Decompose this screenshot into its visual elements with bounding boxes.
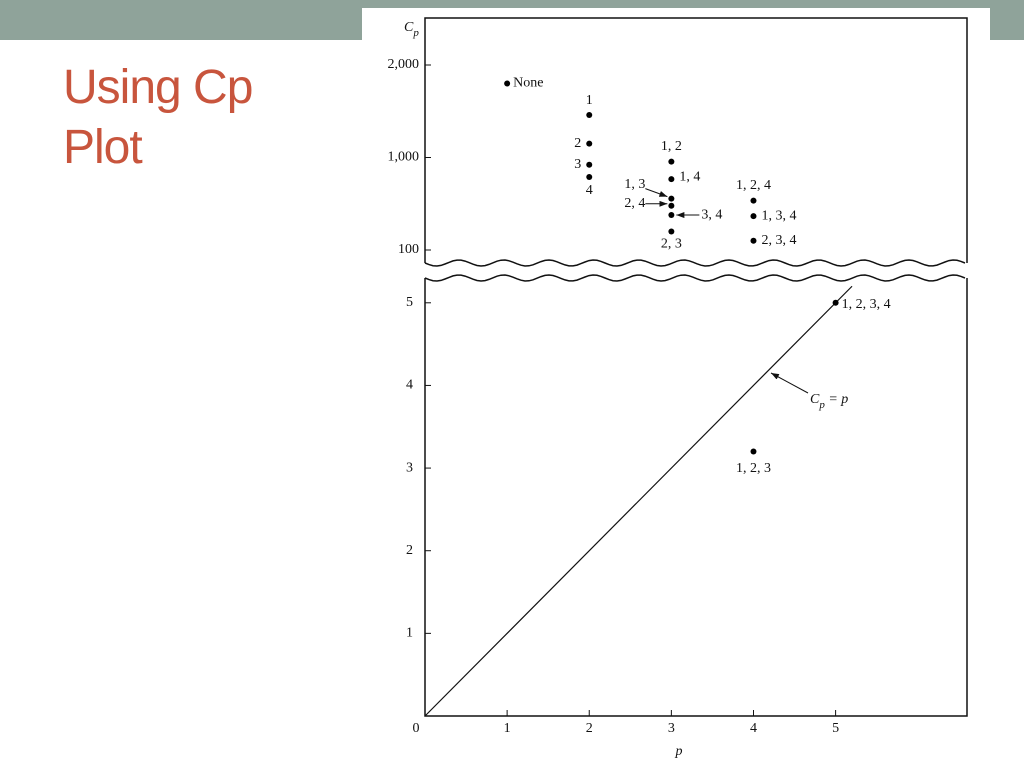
y-tick-label: 5 xyxy=(406,295,413,310)
label-sub: p xyxy=(818,399,825,411)
point-label: 1, 3, 4 xyxy=(761,208,796,223)
point-label: 1, 2 xyxy=(661,139,682,154)
label: Cp xyxy=(404,20,419,38)
point-label: 1, 3 xyxy=(624,177,645,192)
title-line: Using Cp xyxy=(63,61,253,114)
label-arrow xyxy=(770,372,809,394)
panel-frame xyxy=(424,17,968,263)
point-label: 1, 2, 3 xyxy=(736,461,771,476)
point xyxy=(668,158,675,165)
axis-break xyxy=(424,259,966,267)
label-main: C xyxy=(404,20,414,35)
point-label: 2 xyxy=(574,136,581,151)
point-label: 1, 2, 4 xyxy=(736,178,771,193)
x-tick-label: 3 xyxy=(668,721,675,736)
point-label: 3 xyxy=(574,157,581,172)
point-label: 1, 2, 3, 4 xyxy=(842,297,891,312)
slide-title: Using Cp Plot xyxy=(63,58,253,178)
point xyxy=(750,237,757,244)
y-tick-label: 1,000 xyxy=(388,150,420,165)
point xyxy=(504,80,511,87)
point xyxy=(750,197,757,204)
y-tick-label: 2 xyxy=(406,543,413,558)
point-label: 2, 4 xyxy=(624,196,645,211)
point xyxy=(750,448,757,455)
y-tick-label: 1 xyxy=(406,626,413,641)
x-tick-label: 1 xyxy=(504,721,511,736)
point xyxy=(668,228,675,235)
axis-break xyxy=(424,274,966,282)
label-main: C xyxy=(810,392,820,407)
y-tick-label: 4 xyxy=(406,378,413,393)
x-tick-label: 4 xyxy=(750,721,757,736)
y-tick-label: 3 xyxy=(406,460,413,475)
point xyxy=(668,202,675,209)
point xyxy=(586,140,593,147)
point-label: 1, 4 xyxy=(679,169,700,184)
x-axis-label: p xyxy=(675,744,683,759)
point-label: 2, 3 xyxy=(661,237,682,252)
point xyxy=(668,212,675,219)
point xyxy=(586,111,593,118)
y-tick-label: 100 xyxy=(398,242,419,257)
reference-line xyxy=(424,285,853,717)
point xyxy=(586,174,593,181)
point-label: 4 xyxy=(586,183,593,198)
x-tick-label: 5 xyxy=(832,721,839,736)
point xyxy=(750,213,757,220)
point xyxy=(668,176,675,183)
point xyxy=(586,161,593,168)
label-arrow xyxy=(645,188,668,198)
point xyxy=(668,195,675,202)
x-tick-label: 0 xyxy=(413,721,420,736)
point-label: 1 xyxy=(586,93,593,108)
panel-frame xyxy=(424,278,968,717)
label: Cp = p xyxy=(810,392,848,410)
plot-image xyxy=(362,8,990,768)
y-tick-label: 2,000 xyxy=(388,57,420,72)
label-rest: = p xyxy=(825,392,848,407)
title-line: Plot xyxy=(63,121,143,174)
point-label: 3, 4 xyxy=(701,207,722,222)
point xyxy=(832,299,839,306)
x-tick-label: 2 xyxy=(586,721,593,736)
label-sub: p xyxy=(412,27,419,39)
point-label: None xyxy=(513,76,543,91)
point-label: 2, 3, 4 xyxy=(761,233,796,248)
